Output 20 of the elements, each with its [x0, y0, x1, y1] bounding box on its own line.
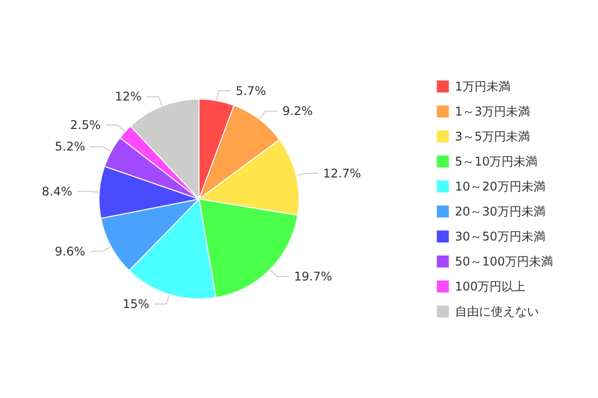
legend-label: 3～5万円未満 — [454, 130, 530, 144]
data-label: 12.7% — [322, 166, 362, 180]
legend-label: 1万円未満 — [454, 80, 510, 94]
data-label: 2.5% — [70, 118, 101, 132]
legend-label: 100万円以上 — [454, 280, 526, 294]
data-label: 5.2% — [54, 140, 86, 154]
data-label: 5.7% — [236, 84, 266, 98]
data-label: 19.7% — [294, 270, 332, 284]
data-label: 9.6% — [54, 244, 86, 258]
data-label: 12% — [114, 90, 142, 104]
data-label: 8.4% — [42, 184, 72, 198]
data-label: 15% — [122, 297, 150, 312]
legend-label: 20～30万円未満 — [454, 204, 546, 218]
legend-label: 自由に使えない — [454, 304, 539, 318]
legend-label: 30～50万円未満 — [454, 230, 546, 244]
data-label: 9.2% — [282, 104, 313, 118]
legend-label: 10～20万円未満 — [454, 180, 546, 194]
legend-label: 50～100万円未満 — [454, 254, 554, 268]
legend-label: 5～10万円未満 — [454, 154, 538, 168]
legend-label: 1～3万円未満 — [454, 104, 530, 118]
